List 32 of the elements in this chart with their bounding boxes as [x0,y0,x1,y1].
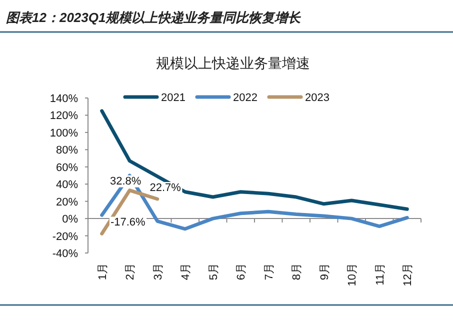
y-tick-label: 120% [50,110,78,122]
x-tick-label: 2月 [124,263,137,280]
legend-label: 2023 [305,92,330,104]
line-series [100,109,409,211]
chart-subtitle: 规模以上快递业务量增速 [156,55,310,71]
y-tick-label: 100% [50,127,78,140]
x-tick-label: 10月 [346,263,359,286]
y-tick-label: -20% [52,230,78,243]
x-tick-label: 6月 [236,263,248,280]
x-tick-label: 12月 [402,263,414,286]
x-tick-label: 8月 [291,263,304,280]
data-label: 32.8% [110,175,142,188]
data-label: -17.6% [110,216,146,229]
x-tick-label: 4月 [180,263,192,280]
line-series [100,174,409,231]
x-tick-label: 5月 [208,263,220,280]
data-label: 22.7% [150,182,182,194]
x-tick-label: 11月 [374,263,386,286]
y-tick-label: -40% [52,248,78,260]
y-tick-label: 40% [56,179,78,192]
y-tick-label: 20% [56,196,78,208]
legend-label: 2022 [233,92,258,104]
y-tick-label: 0% [62,214,78,226]
y-tick-label: 60% [56,162,78,174]
y-tick-label: 80% [56,144,78,157]
legend-label: 2021 [161,92,186,104]
x-tick-label: 7月 [263,263,276,280]
y-tick-label: 140% [50,93,78,105]
x-tick-label: 9月 [318,263,331,280]
chart-title: 图表12：2023Q1规模以上快递业务量同比恢复增长 [6,10,302,25]
x-tick-label: 3月 [152,263,164,280]
x-tick-label: 1月 [96,263,109,280]
